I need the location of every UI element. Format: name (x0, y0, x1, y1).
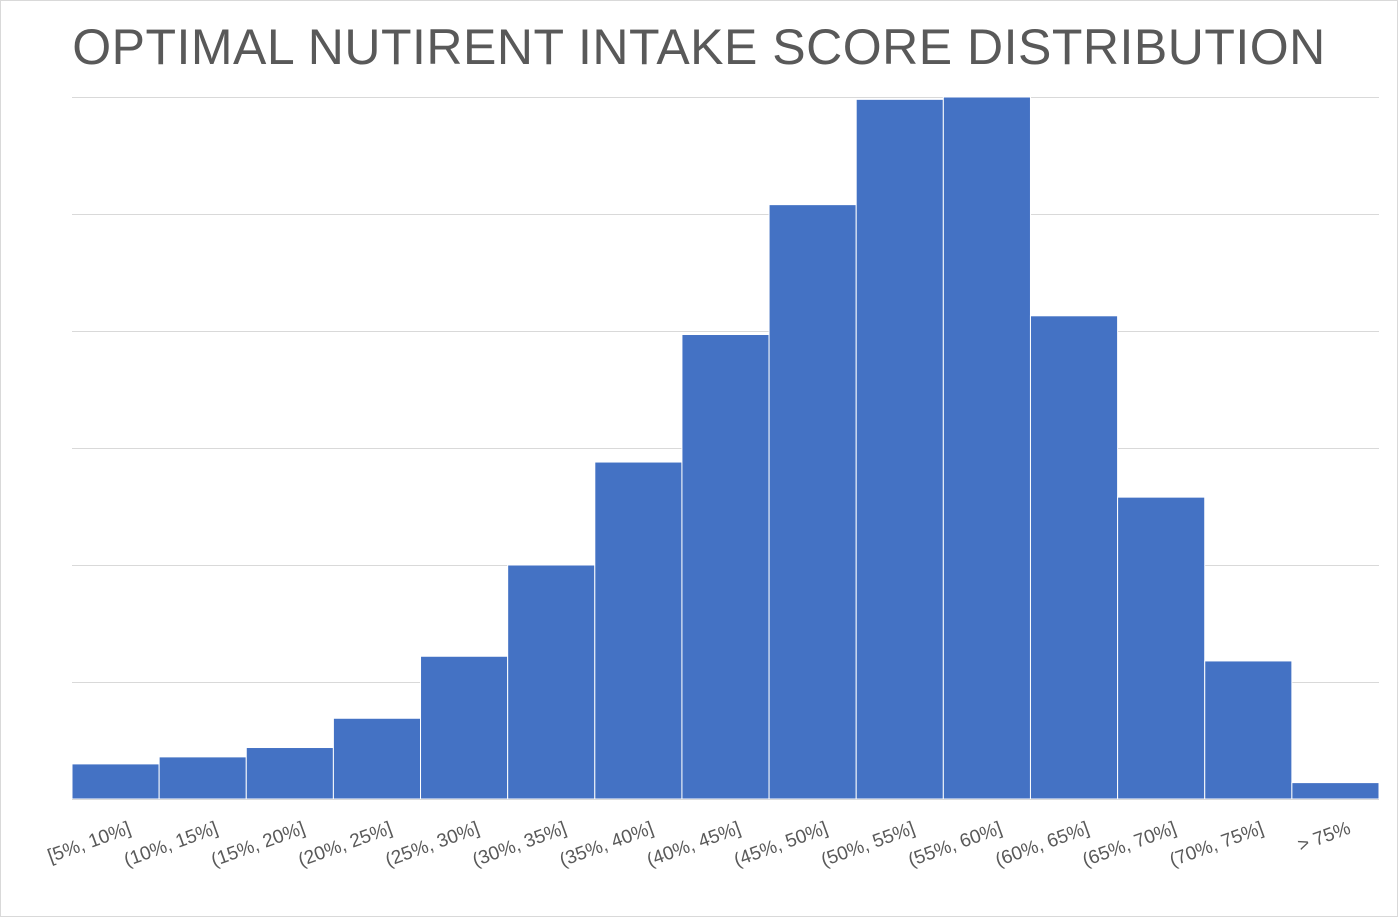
x-tick-label: > 75% (1295, 818, 1353, 856)
x-tick-label: (45%, 50%] (731, 818, 830, 871)
x-tick-label: (35%, 40%] (557, 818, 656, 871)
bar (1117, 496, 1206, 800)
bar (768, 204, 857, 800)
bar (71, 763, 160, 800)
x-tick-label: (55%, 60%] (905, 818, 1004, 871)
bars (71, 96, 1380, 800)
x-tick-label: (70%, 75%] (1167, 818, 1266, 871)
x-tick-label: (30%, 35%] (470, 818, 569, 871)
x-tick-label: (60%, 65%] (993, 818, 1092, 871)
x-tick-label: (65%, 70%] (1080, 818, 1179, 871)
chart-title: OPTIMAL NUTIRENT INTAKE SCORE DISTRIBUTI… (72, 19, 1326, 75)
bar (594, 461, 683, 800)
x-tick-label: (10%, 15%] (121, 818, 220, 871)
bar (942, 96, 1031, 800)
bar (420, 655, 509, 800)
x-tick-label: (20%, 25%] (296, 818, 395, 871)
x-tick-labels: [5%, 10%](10%, 15%](15%, 20%](20%, 25%](… (45, 818, 1354, 871)
bar (245, 747, 334, 800)
x-tick-label: (50%, 55%] (818, 818, 917, 871)
x-tick-label: (25%, 30%] (383, 818, 482, 871)
x-tick-label: [5%, 10%] (45, 818, 134, 867)
x-tick-label: (40%, 45%] (644, 818, 743, 871)
bar (507, 564, 596, 800)
bar (1291, 782, 1380, 800)
bar (1029, 315, 1119, 800)
bar (1204, 660, 1293, 800)
bar (681, 334, 770, 800)
bar (332, 717, 422, 800)
bar (855, 98, 944, 800)
x-tick-label: (15%, 20%] (208, 818, 307, 871)
bar (158, 756, 247, 800)
